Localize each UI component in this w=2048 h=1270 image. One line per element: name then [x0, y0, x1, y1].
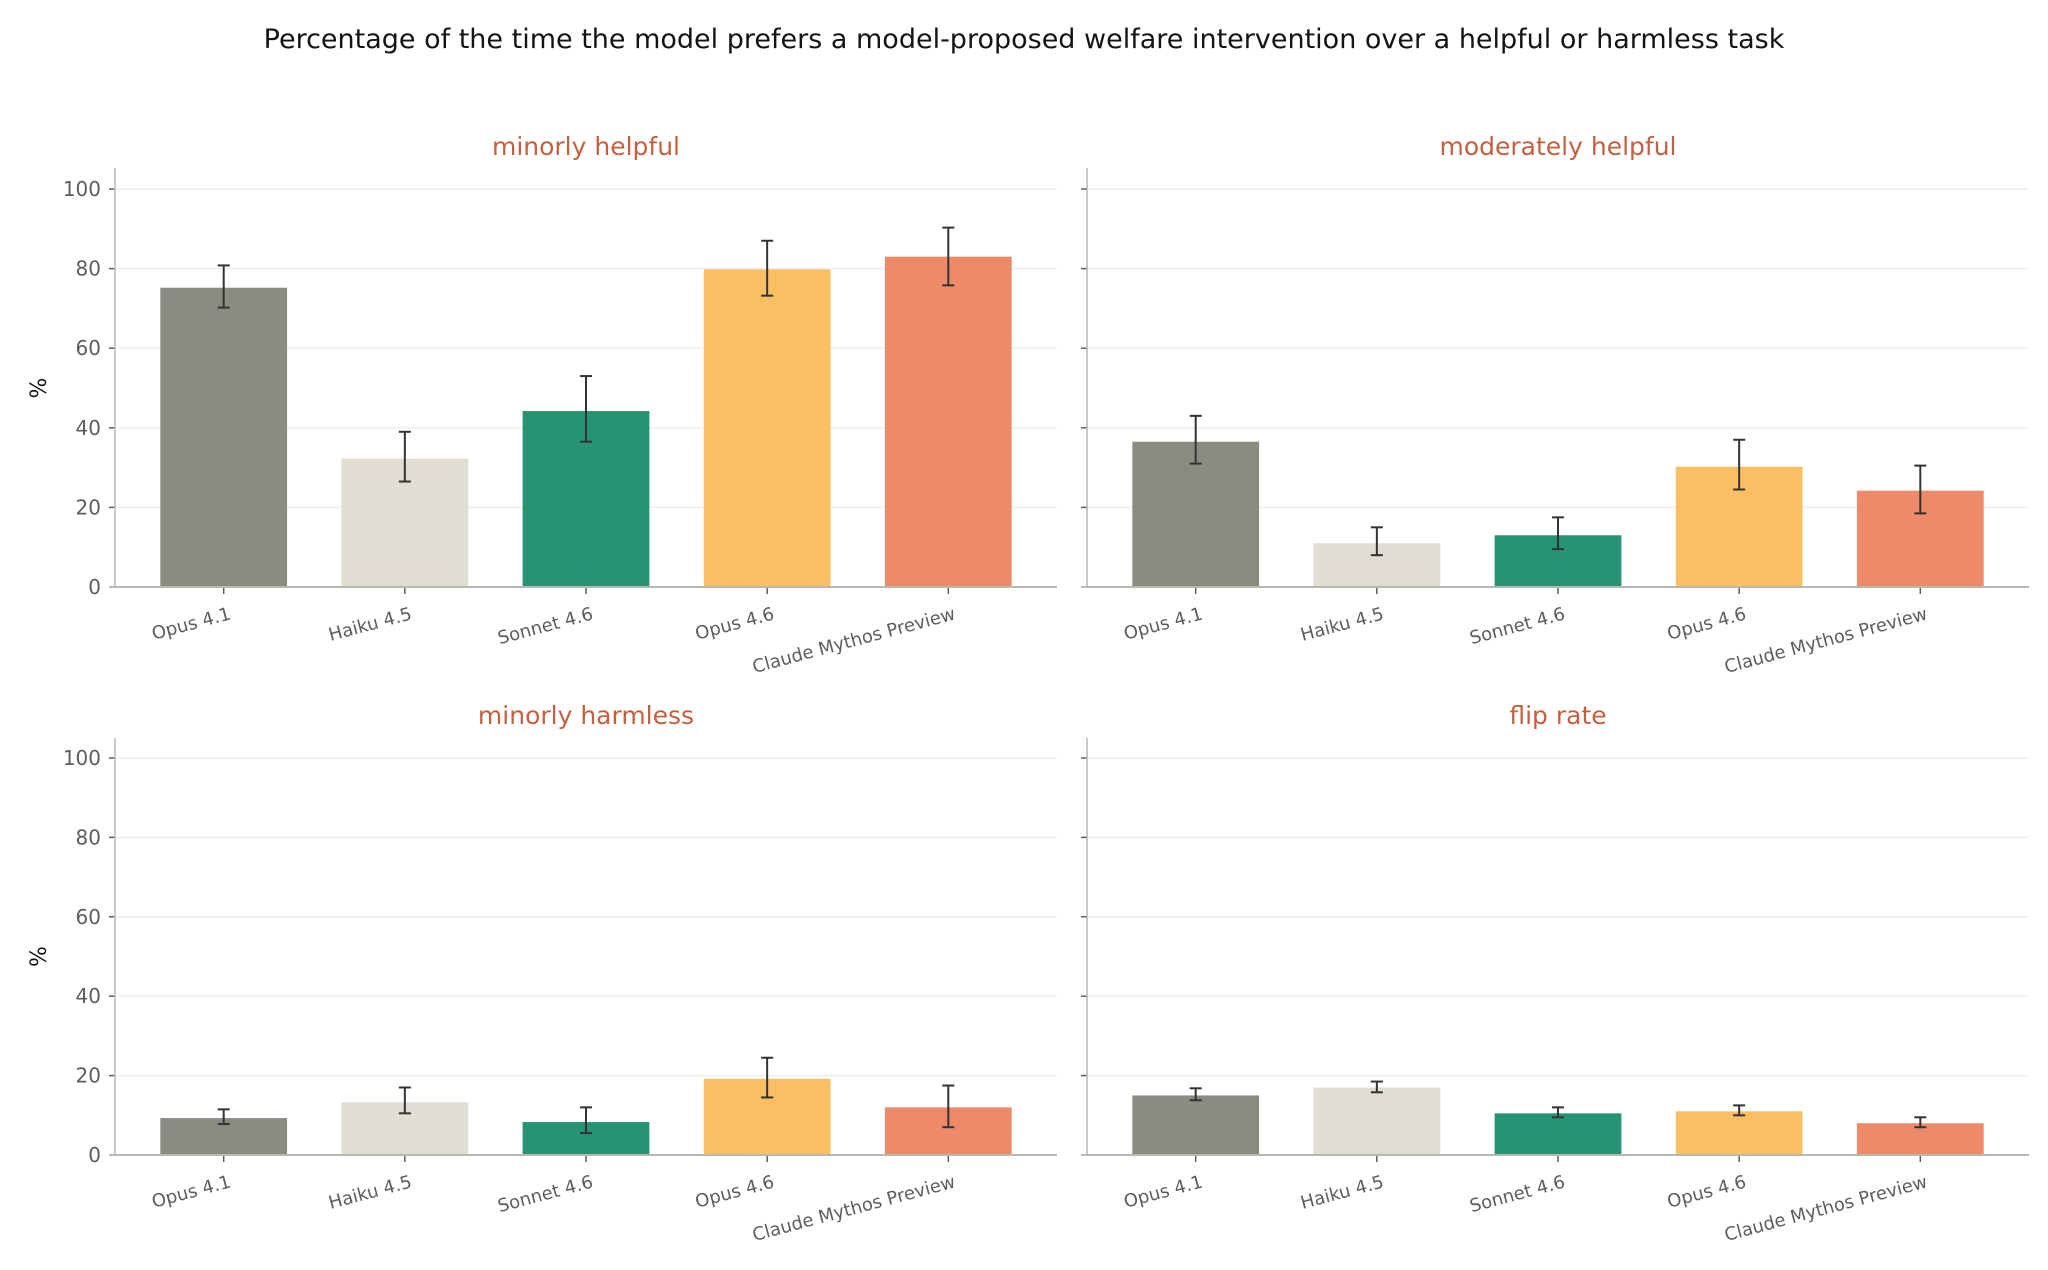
x-tick-label: Claude Mythos Preview: [750, 604, 957, 678]
x-tick-label: Opus 4.1: [1122, 604, 1205, 645]
x-tick-label: Sonnet 4.6: [495, 1172, 595, 1218]
bar-haiku-4-5: [1313, 1087, 1441, 1155]
y-axis-label: %: [27, 378, 52, 399]
x-tick-label: Haiku 4.5: [326, 604, 414, 646]
y-tick-label: 20: [76, 1064, 101, 1088]
bar-opus-4-6: [703, 269, 831, 587]
y-tick-label: 0: [88, 1143, 101, 1167]
y-tick-label: 60: [76, 336, 101, 360]
x-tick-label: Sonnet 4.6: [495, 604, 595, 650]
y-tick-label: 40: [76, 984, 101, 1008]
chart-title: Percentage of the time the model prefers…: [264, 24, 1785, 55]
x-tick-label: Opus 4.1: [1122, 1172, 1205, 1213]
x-tick-label: Opus 4.6: [1665, 1172, 1748, 1213]
y-axis-label: %: [27, 946, 52, 967]
x-tick-label: Opus 4.6: [1665, 604, 1748, 645]
x-tick-label: Opus 4.1: [150, 604, 233, 645]
bar-sonnet-4-6: [1494, 1113, 1622, 1155]
x-tick-label: Haiku 4.5: [1298, 1172, 1386, 1214]
x-tick-label: Opus 4.1: [150, 1172, 233, 1213]
panel-title: minorly helpful: [492, 132, 680, 161]
y-tick-label: 0: [88, 575, 101, 599]
y-tick-label: 20: [76, 495, 101, 519]
panel-title: moderately helpful: [1440, 132, 1677, 161]
x-tick-label: Haiku 4.5: [326, 1172, 414, 1214]
panel-title: minorly harmless: [478, 701, 694, 730]
y-tick-label: 80: [76, 257, 101, 281]
y-tick-label: 40: [76, 416, 101, 440]
y-tick-label: 100: [63, 177, 101, 201]
y-tick-label: 60: [76, 905, 101, 929]
bar-claude-mythos-preview: [1856, 1123, 1984, 1155]
x-tick-label: Sonnet 4.6: [1467, 604, 1567, 650]
y-tick-label: 80: [76, 825, 101, 849]
bar-opus-4-1: [160, 287, 288, 587]
bar-opus-4-1: [1132, 1095, 1260, 1155]
x-tick-label: Claude Mythos Preview: [1722, 1172, 1929, 1246]
y-tick-label: 100: [63, 746, 101, 770]
x-tick-label: Sonnet 4.6: [1467, 1172, 1567, 1218]
x-tick-label: Claude Mythos Preview: [1722, 604, 1929, 678]
panel-title: flip rate: [1509, 701, 1606, 730]
x-tick-label: Claude Mythos Preview: [750, 1172, 957, 1246]
bar-claude-mythos-preview: [884, 256, 1012, 587]
bar-opus-4-1: [1132, 441, 1260, 587]
bar-opus-4-6: [1675, 1111, 1803, 1155]
x-tick-label: Opus 4.6: [693, 1172, 776, 1213]
x-tick-label: Haiku 4.5: [1298, 604, 1386, 646]
x-tick-label: Opus 4.6: [693, 604, 776, 645]
